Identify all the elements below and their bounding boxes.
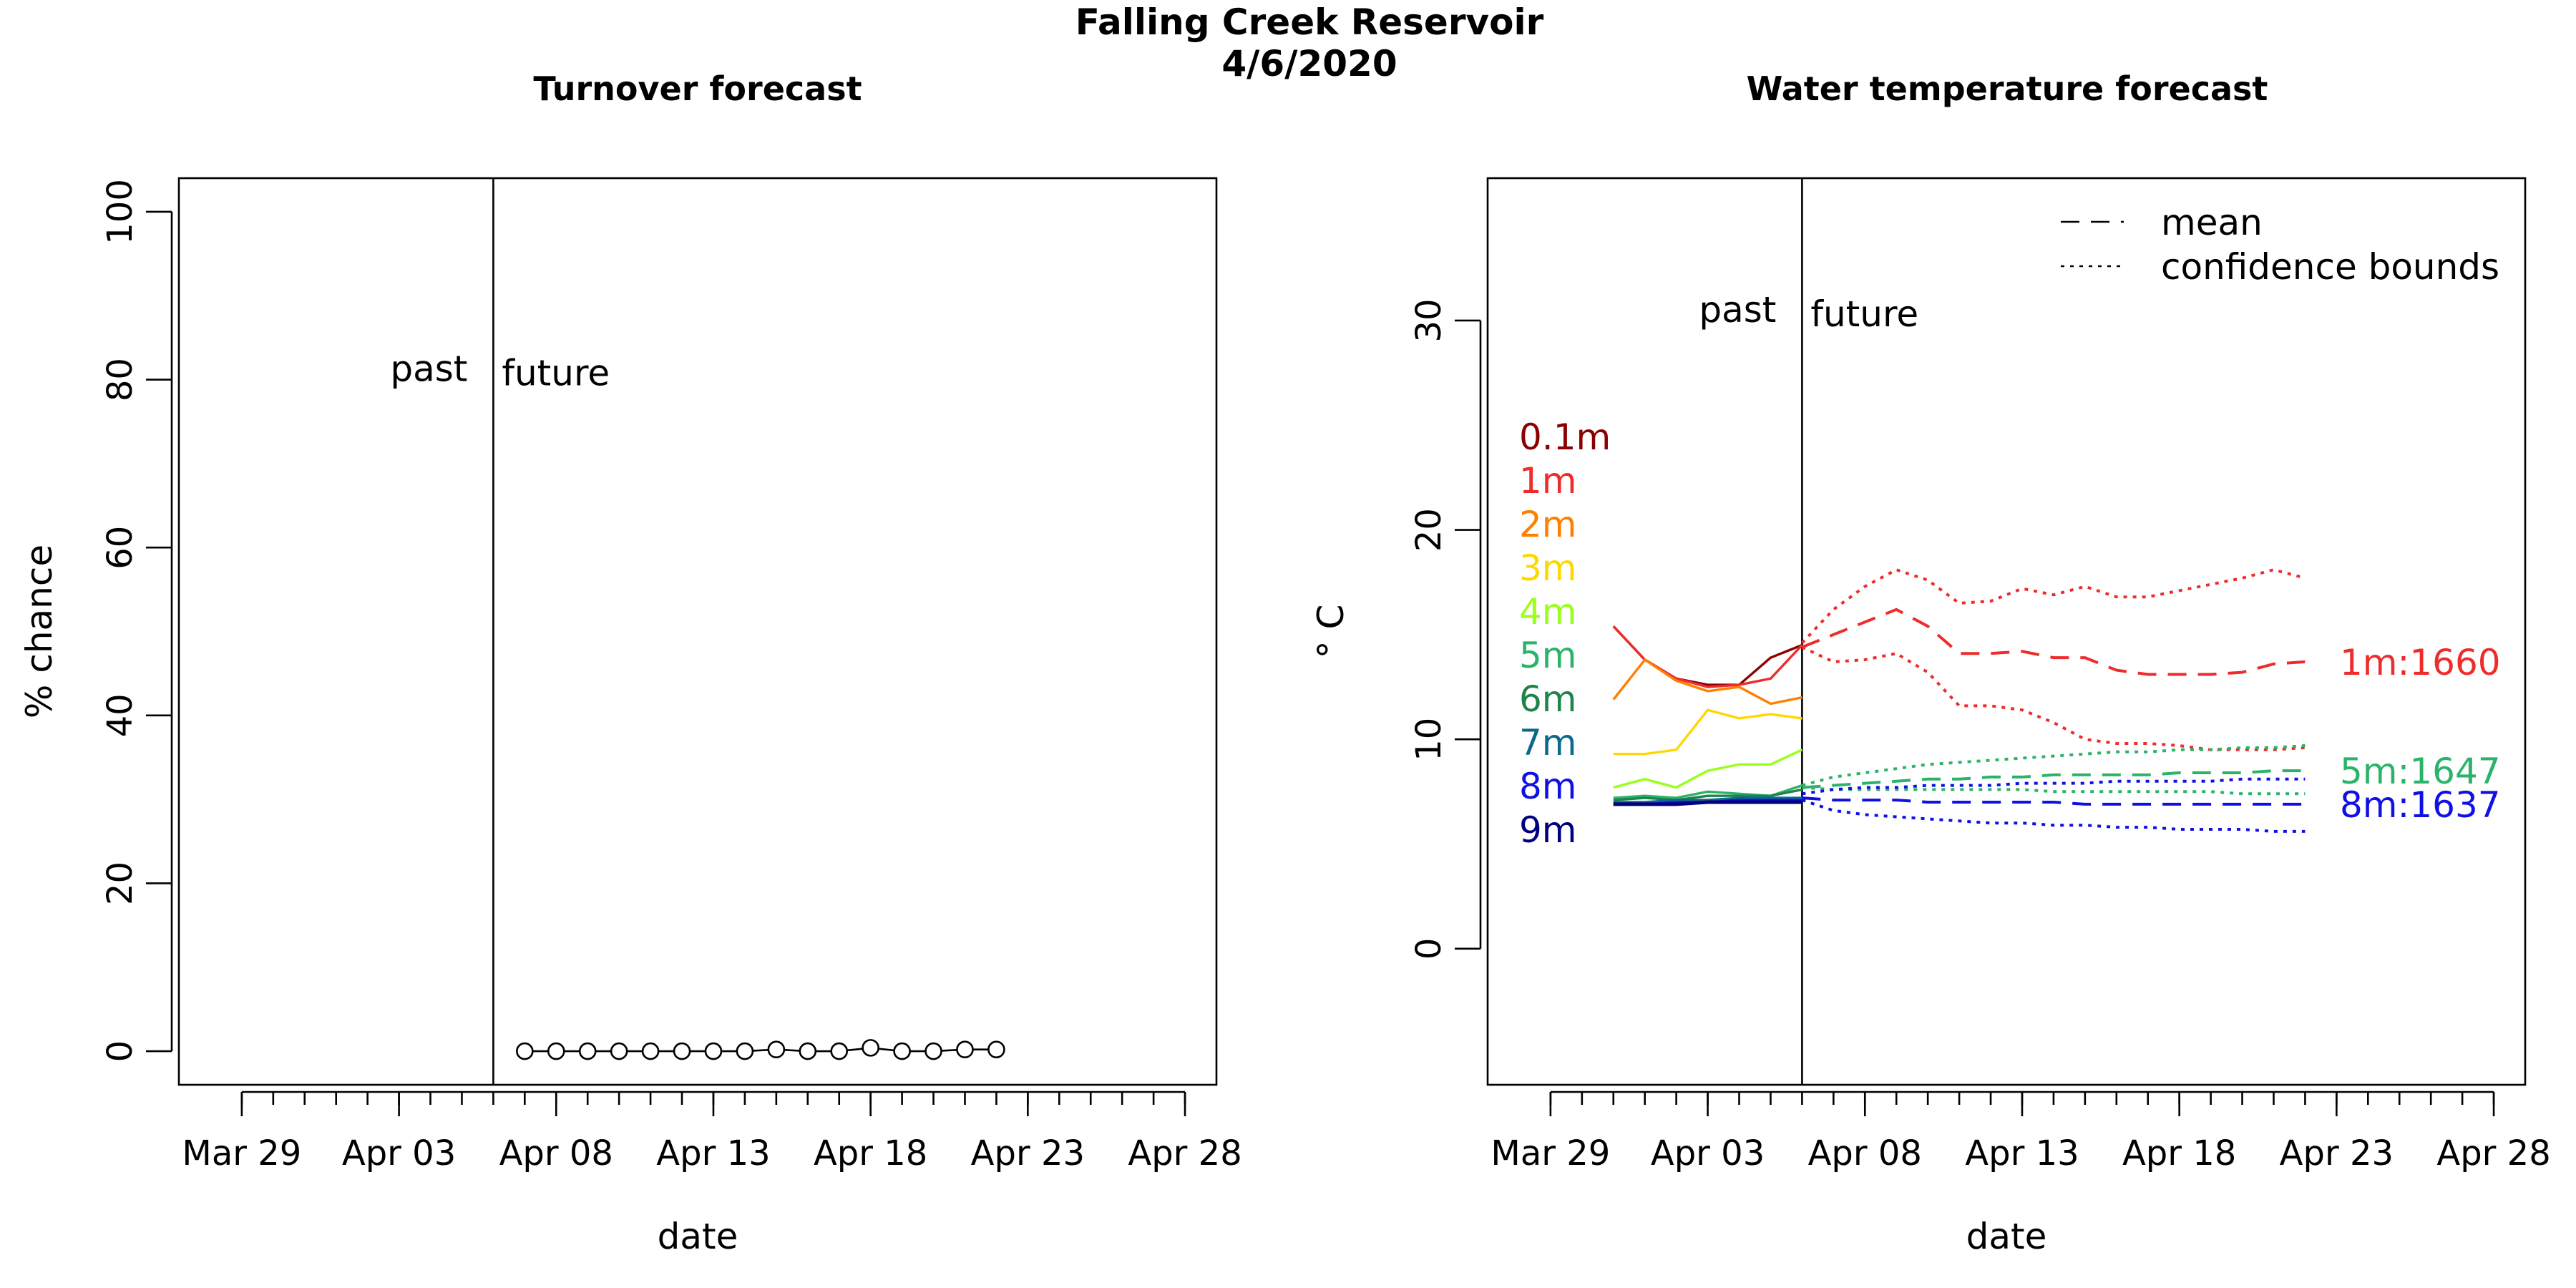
forecast-series-label: 1m:1660: [2340, 642, 2501, 683]
depth-label: 5m: [1519, 635, 1577, 676]
x-tick-label: Mar 29: [1491, 1133, 1610, 1174]
past-depth-line: [1613, 748, 1803, 789]
legend-label: mean: [2161, 202, 2263, 243]
turnover-point: [799, 1042, 817, 1060]
forecast-lower-bound: [1801, 799, 2306, 833]
forecast-mean-line: [1801, 608, 2306, 676]
past-depth-line: [1613, 708, 1802, 756]
turnover-point: [610, 1042, 628, 1060]
turnover-point: [641, 1042, 660, 1060]
turnover-point: [578, 1042, 597, 1060]
forecast-mean-line: [1802, 769, 2306, 789]
depth-label: 8m: [1519, 766, 1577, 807]
depth-label: 6m: [1519, 678, 1577, 720]
plot-frame: [1486, 177, 2527, 1086]
y-tick-label: 40: [100, 693, 140, 737]
past-depth-line: [1613, 788, 1802, 801]
y-tick-label: 20: [100, 862, 140, 905]
forecast-upper-bound: [1801, 744, 2306, 787]
forecast-upper-bound: [1800, 568, 2306, 644]
past-label: past: [390, 348, 467, 390]
figure-title-line2: 4/6/2020: [1221, 43, 1397, 84]
turnover-point: [830, 1042, 849, 1060]
depth-label: 1m: [1519, 460, 1577, 502]
future-label: future: [1810, 293, 1918, 335]
y-tick-label: 60: [100, 526, 140, 570]
figure-title-line1: Falling Creek Reservoir: [1075, 1, 1544, 43]
x-tick-label: Apr 23: [2280, 1133, 2394, 1174]
turnover-point: [924, 1042, 942, 1060]
forecast-series-label: 8m:1637: [2340, 784, 2501, 826]
y-tick-label: 100: [100, 179, 140, 245]
turnover-point: [673, 1042, 691, 1060]
x-tick-label: Apr 23: [971, 1133, 1085, 1174]
legend-label: confidence bounds: [2161, 246, 2499, 288]
past-depth-line: [1613, 796, 1802, 804]
future-label: future: [502, 353, 610, 394]
turnover-point: [736, 1042, 754, 1060]
depth-label: 2m: [1519, 504, 1577, 545]
turnover-panel-title: Turnover forecast: [533, 69, 862, 108]
depth-label: 4m: [1519, 591, 1577, 633]
turnover-point: [987, 1040, 1005, 1059]
past-depth-line: [1613, 800, 1802, 806]
x-tick-label: Apr 18: [814, 1133, 927, 1174]
y-tick-label: 0: [100, 1040, 140, 1063]
turnover-point: [893, 1042, 911, 1060]
y-tick-label: 30: [1409, 298, 1449, 342]
depth-label: 0.1m: [1519, 416, 1611, 458]
turnover-point: [956, 1040, 974, 1059]
turnover-point: [862, 1039, 879, 1057]
forecast-lower-bound: [1801, 645, 2306, 751]
y-axis-label: % chance: [19, 545, 60, 718]
x-tick-label: Apr 13: [1965, 1133, 2079, 1174]
past-depth-line: [1612, 658, 1802, 706]
depth-label: 7m: [1519, 722, 1577, 763]
x-tick-label: Apr 18: [2122, 1133, 2236, 1174]
forecast-upper-bound: [1802, 777, 2306, 796]
temperature-panel-title: Water temperature forecast: [1747, 69, 2268, 108]
plot-frame: [177, 177, 1218, 1086]
x-tick-label: Apr 28: [2436, 1133, 2550, 1174]
y-tick-label: 0: [1409, 938, 1449, 960]
forecast-mean-line: [1802, 796, 2306, 806]
turnover-point: [547, 1042, 565, 1060]
turnover-point: [516, 1042, 534, 1060]
turnover-point: [767, 1040, 786, 1059]
y-tick-label: 20: [1409, 508, 1449, 552]
x-tick-label: Apr 08: [499, 1133, 613, 1174]
x-axis-label: date: [658, 1216, 738, 1257]
x-tick-label: Apr 03: [342, 1133, 456, 1174]
x-tick-label: Apr 13: [656, 1133, 770, 1174]
x-tick-label: Apr 03: [1651, 1133, 1765, 1174]
y-axis-label: ° C: [1310, 605, 1352, 659]
x-tick-label: Apr 28: [1128, 1133, 1241, 1174]
depth-label: 3m: [1519, 547, 1577, 589]
water-temperature-forecast-panel: Water temperature forecast Mar 29 Apr 03 A…: [1310, 69, 2551, 1257]
x-tick-label: Apr 08: [1808, 1133, 1922, 1174]
y-tick-label: 10: [1409, 718, 1449, 761]
turnover-line: [525, 1047, 997, 1053]
forecast-series-label: 5m:1647: [2340, 751, 2501, 792]
depth-label: 9m: [1519, 809, 1577, 851]
x-axis-label: date: [1966, 1216, 2047, 1257]
forecast-lower-bound: [1802, 786, 2306, 796]
x-tick-label: Mar 29: [182, 1133, 301, 1174]
y-tick-label: 80: [100, 358, 140, 401]
turnover-forecast-panel: Turnover forecast Mar 29 Apr 03 Apr 08 Apr …: [19, 69, 1242, 1257]
past-label: past: [1699, 289, 1776, 331]
turnover-point: [704, 1042, 723, 1060]
